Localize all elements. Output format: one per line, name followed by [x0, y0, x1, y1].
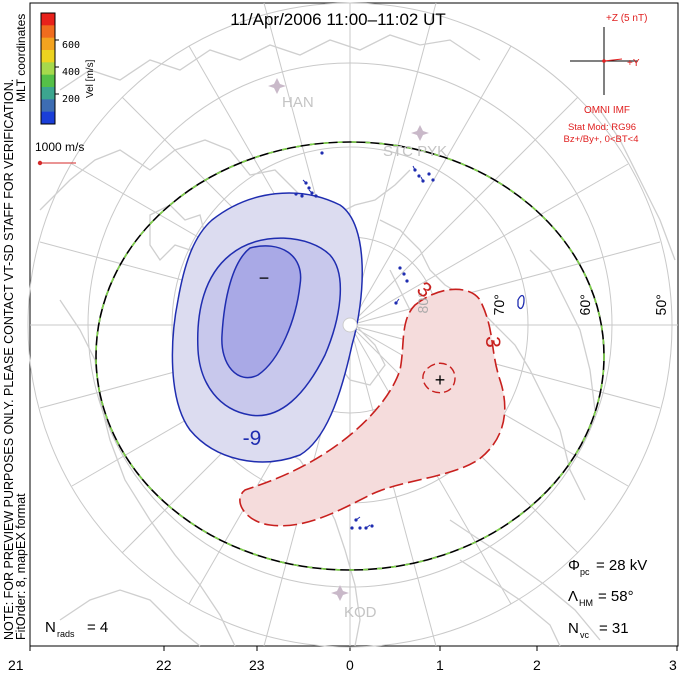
station-kod-label: KOD — [344, 604, 377, 621]
svg-text:= 31: = 31 — [599, 620, 629, 637]
pole-marker — [342, 317, 358, 333]
imf-z-label: +Z (5 nT) — [606, 13, 647, 24]
svg-text:HM: HM — [579, 598, 593, 608]
positive-cell — [239, 288, 506, 527]
colorbar-tick-200: 200 — [62, 94, 80, 105]
stat-n-vc: N vc = 31 — [568, 620, 629, 640]
mlt-label-1: 1 — [436, 657, 444, 673]
latitude-label-60: 60° — [577, 294, 594, 316]
mlt-label-3: 3 — [669, 657, 677, 673]
contour-label-positive: 3 — [481, 336, 504, 348]
colorbar-swatch — [41, 111, 55, 125]
colorbar-swatch — [41, 62, 55, 76]
imf-condition: Bz+/By+, 0<BT<4 — [564, 134, 639, 145]
latitude-label-80: 80° — [415, 292, 432, 314]
svg-text:N: N — [45, 619, 56, 636]
colorbar-frame — [40, 12, 56, 125]
svg-text:= 58°: = 58° — [598, 588, 634, 605]
svg-text:Φ: Φ — [568, 557, 580, 574]
colorbar-swatch — [41, 87, 55, 100]
vector-point — [294, 192, 298, 196]
svg-text:vc: vc — [580, 630, 590, 640]
contour-min-symbol: − — [259, 268, 270, 288]
colorbar-swatch — [41, 99, 55, 113]
small-contour — [517, 294, 525, 310]
mlt-label-0: 0 — [346, 657, 354, 673]
svg-text:= 28 kV: = 28 kV — [596, 557, 647, 574]
colorbar-swatch — [41, 25, 55, 39]
preview-note: NOTE: FOR PREVIEW PURPOSES ONLY. PLEASE … — [2, 79, 16, 640]
svg-text:pc: pc — [580, 567, 590, 577]
vector-point — [314, 194, 318, 198]
vector-point — [320, 151, 324, 155]
station-markers — [268, 78, 429, 601]
svg-text:= 4: = 4 — [87, 619, 108, 636]
vector-point — [431, 178, 435, 182]
station-han-label: HAN — [282, 94, 314, 111]
imf-origin — [602, 59, 606, 63]
mlt-label-2: 2 — [533, 657, 541, 673]
map-title: 11/Apr/2006 11:00–11:02 UT — [230, 10, 446, 29]
mlt-label-22: 22 — [156, 657, 172, 673]
svg-text:rads: rads — [57, 629, 75, 639]
svg-text:Λ: Λ — [568, 588, 578, 605]
colorbar-tick-400: 400 — [62, 67, 80, 78]
vector-point — [300, 194, 304, 198]
stat-phi-pc: Φ pc = 28 kV — [568, 557, 647, 577]
colorbar-label: Vel [m/s] — [85, 59, 96, 98]
velocity-vector-tails — [302, 165, 424, 529]
station-stc-label: STC PYK — [383, 143, 447, 160]
vector-point — [402, 272, 406, 276]
mlt-axis-labels: 21 22 23 0 1 2 3 — [8, 657, 677, 673]
vector-point — [307, 186, 311, 190]
colorbar-swatch — [41, 74, 55, 88]
colorbar-swatch — [41, 50, 55, 63]
vector-point — [358, 526, 362, 530]
latitude-label-50: 50° — [653, 294, 670, 316]
latitude-label-70: 70° — [491, 294, 508, 316]
velocity-scale-label: 1000 m/s — [35, 140, 84, 154]
coordinate-label: MLT coordinates — [14, 14, 28, 102]
colorbar-swatch — [41, 37, 55, 51]
velocity-vectors — [294, 151, 435, 530]
station-han-marker — [268, 78, 286, 94]
station-kod-marker — [331, 585, 349, 601]
fit-order-note: FitOrder: 8, mapEX format — [14, 493, 28, 640]
vector-point — [405, 279, 409, 283]
imf-y-label: +Y — [627, 58, 640, 69]
contour-max-symbol: + — [435, 370, 446, 390]
colorbar-tick-600: 600 — [62, 40, 80, 51]
imf-source: OMNI IMF — [584, 105, 630, 116]
stat-lambda-hm: Λ HM = 58° — [568, 588, 634, 608]
negative-cell — [171, 192, 363, 463]
contour-label-negative: -9 — [243, 427, 262, 450]
mlt-label-21: 21 — [8, 657, 24, 673]
mlt-axis-ticks — [29, 646, 678, 651]
vector-point — [417, 174, 421, 178]
imf-model: Stat Mod: RG96 — [568, 122, 636, 133]
stat-n-rads: N rads = 4 — [45, 619, 108, 639]
velocity-scale-origin — [37, 160, 43, 166]
colorbar-swatch — [41, 13, 55, 26]
imf-vector — [603, 58, 623, 62]
vector-point — [350, 526, 354, 530]
vector-point — [427, 172, 431, 176]
svg-text:N: N — [568, 620, 579, 637]
hm-boundary-green — [95, 141, 605, 571]
velocity-colorbar — [40, 12, 59, 125]
mlt-label-23: 23 — [249, 657, 265, 673]
vector-point — [398, 266, 402, 270]
station-stc-marker — [411, 125, 429, 141]
vector-point — [370, 524, 374, 528]
